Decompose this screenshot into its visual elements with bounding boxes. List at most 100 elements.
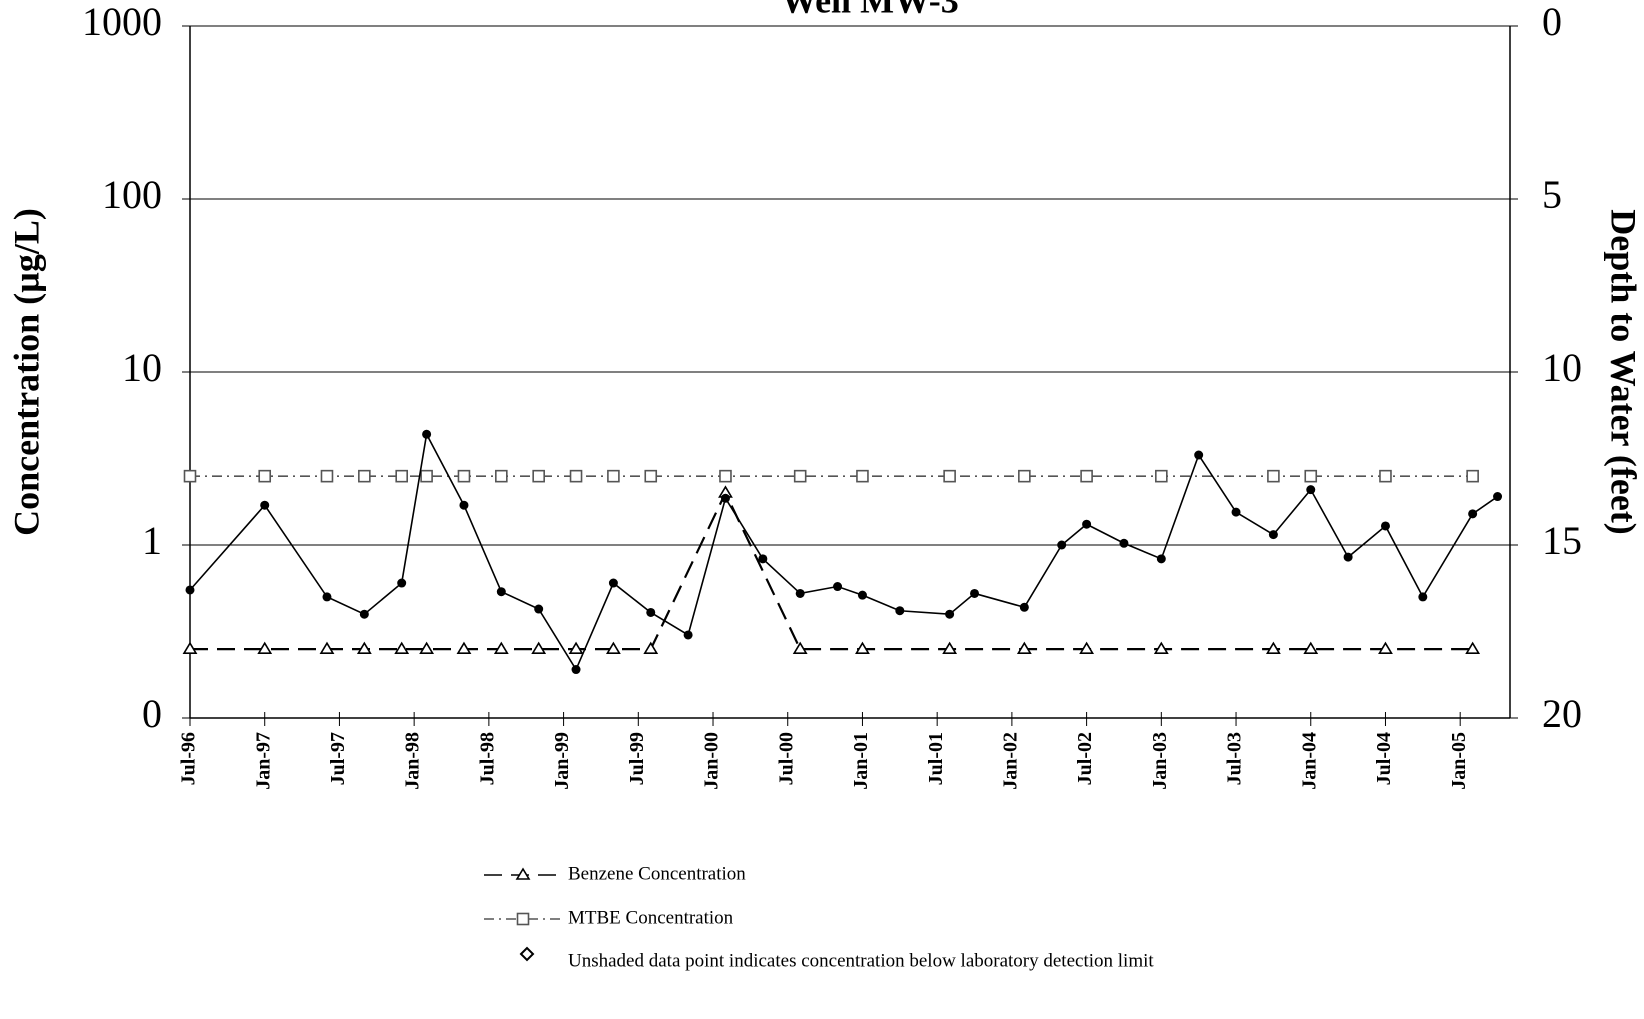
marker — [1018, 469, 1031, 483]
marker — [260, 500, 270, 510]
legend-item: Benzene Concentration — [484, 863, 746, 884]
marker — [395, 469, 408, 483]
marker — [496, 587, 506, 597]
marker — [459, 500, 469, 510]
marker — [1155, 469, 1168, 483]
x-tick-label: Jul-96 — [178, 732, 200, 785]
marker — [1194, 450, 1204, 460]
marker — [1019, 602, 1029, 612]
marker — [358, 469, 371, 483]
marker — [322, 592, 332, 602]
marker — [1079, 641, 1095, 654]
marker — [1265, 641, 1281, 654]
marker — [1493, 492, 1503, 502]
marker — [359, 609, 369, 619]
x-tick-label: Jul-02 — [1074, 732, 1096, 785]
legend-item: MTBE Concentration — [484, 907, 734, 928]
marker — [607, 469, 620, 483]
x-tick-label: Jul-99 — [626, 732, 648, 785]
marker — [569, 469, 583, 483]
marker — [1268, 530, 1278, 540]
x-tick-label: Jul-04 — [1373, 732, 1395, 785]
marker — [1466, 469, 1479, 483]
marker — [420, 469, 433, 483]
series-line — [189, 431, 1499, 672]
marker — [833, 582, 843, 592]
marker — [608, 578, 618, 588]
marker — [1303, 641, 1319, 654]
marker — [356, 641, 372, 654]
marker — [643, 641, 659, 654]
legend-note: Unshaded data point indicates concentrat… — [519, 946, 1154, 971]
x-tick-label: Jan-04 — [1298, 732, 1320, 790]
marker — [257, 641, 273, 654]
marker — [719, 469, 732, 483]
marker — [422, 429, 432, 439]
series-line — [190, 490, 1473, 651]
marker — [516, 912, 530, 926]
legend-note-text: Unshaded data point indicates concentrat… — [568, 950, 1154, 971]
marker — [397, 578, 407, 588]
marker — [792, 641, 808, 654]
y2-tick-label: 20 — [1542, 691, 1582, 736]
marker — [1016, 641, 1032, 654]
marker — [319, 641, 335, 654]
marker — [456, 641, 472, 654]
marker — [970, 588, 980, 598]
marker — [258, 469, 272, 483]
marker — [571, 665, 581, 675]
marker — [945, 609, 955, 619]
marker — [1119, 538, 1129, 548]
marker — [895, 606, 905, 616]
marker — [1468, 509, 1478, 519]
series — [185, 429, 1503, 675]
x-tick-label: Jan-01 — [850, 732, 872, 790]
marker — [795, 588, 805, 598]
y2-tick-label: 10 — [1542, 345, 1582, 390]
x-tick-label: Jan-00 — [701, 732, 723, 790]
x-tick-label: Jul-03 — [1224, 732, 1246, 785]
marker — [185, 585, 195, 595]
x-tick-label: Jul-97 — [327, 732, 349, 785]
marker — [394, 641, 410, 654]
y2-tick-label: 0 — [1542, 0, 1562, 44]
marker — [1304, 469, 1318, 483]
y-tick-label: 1 — [142, 518, 162, 563]
marker — [1465, 641, 1481, 654]
marker — [1378, 641, 1393, 654]
x-tick-label: Jan-98 — [402, 732, 424, 790]
y-tick-label: 10 — [122, 345, 162, 390]
x-tick-label: Jan-99 — [551, 732, 573, 790]
marker — [1082, 519, 1092, 529]
x-tick-label: Jul-01 — [925, 732, 947, 785]
marker — [1153, 641, 1169, 654]
marker — [515, 867, 531, 880]
marker — [1080, 469, 1093, 483]
marker — [720, 493, 730, 503]
x-tick-label: Jul-98 — [476, 732, 498, 785]
y-tick-label: 1000 — [82, 0, 162, 44]
y2-axis-label: Depth to Water (feet) — [1604, 209, 1644, 535]
x-tick-label: Jan-03 — [1149, 732, 1171, 790]
marker — [320, 469, 334, 483]
marker — [1057, 540, 1067, 550]
series — [182, 485, 1481, 654]
y2-tick-label: 5 — [1542, 172, 1562, 217]
marker — [568, 641, 584, 654]
y2-tick-label: 15 — [1542, 518, 1582, 563]
x-tick-label: Jan-97 — [252, 732, 274, 790]
y-tick-label: 0 — [142, 691, 162, 736]
marker — [182, 641, 198, 654]
x-tick-label: Jan-05 — [1448, 732, 1470, 790]
marker — [183, 469, 197, 483]
marker — [855, 641, 870, 654]
legend-label: MTBE Concentration — [568, 907, 734, 928]
marker — [1306, 485, 1316, 495]
marker — [646, 607, 656, 617]
marker — [1418, 592, 1428, 602]
marker — [943, 469, 956, 483]
marker — [758, 554, 768, 564]
x-tick-label: Jan-02 — [999, 732, 1021, 790]
marker — [683, 630, 693, 640]
